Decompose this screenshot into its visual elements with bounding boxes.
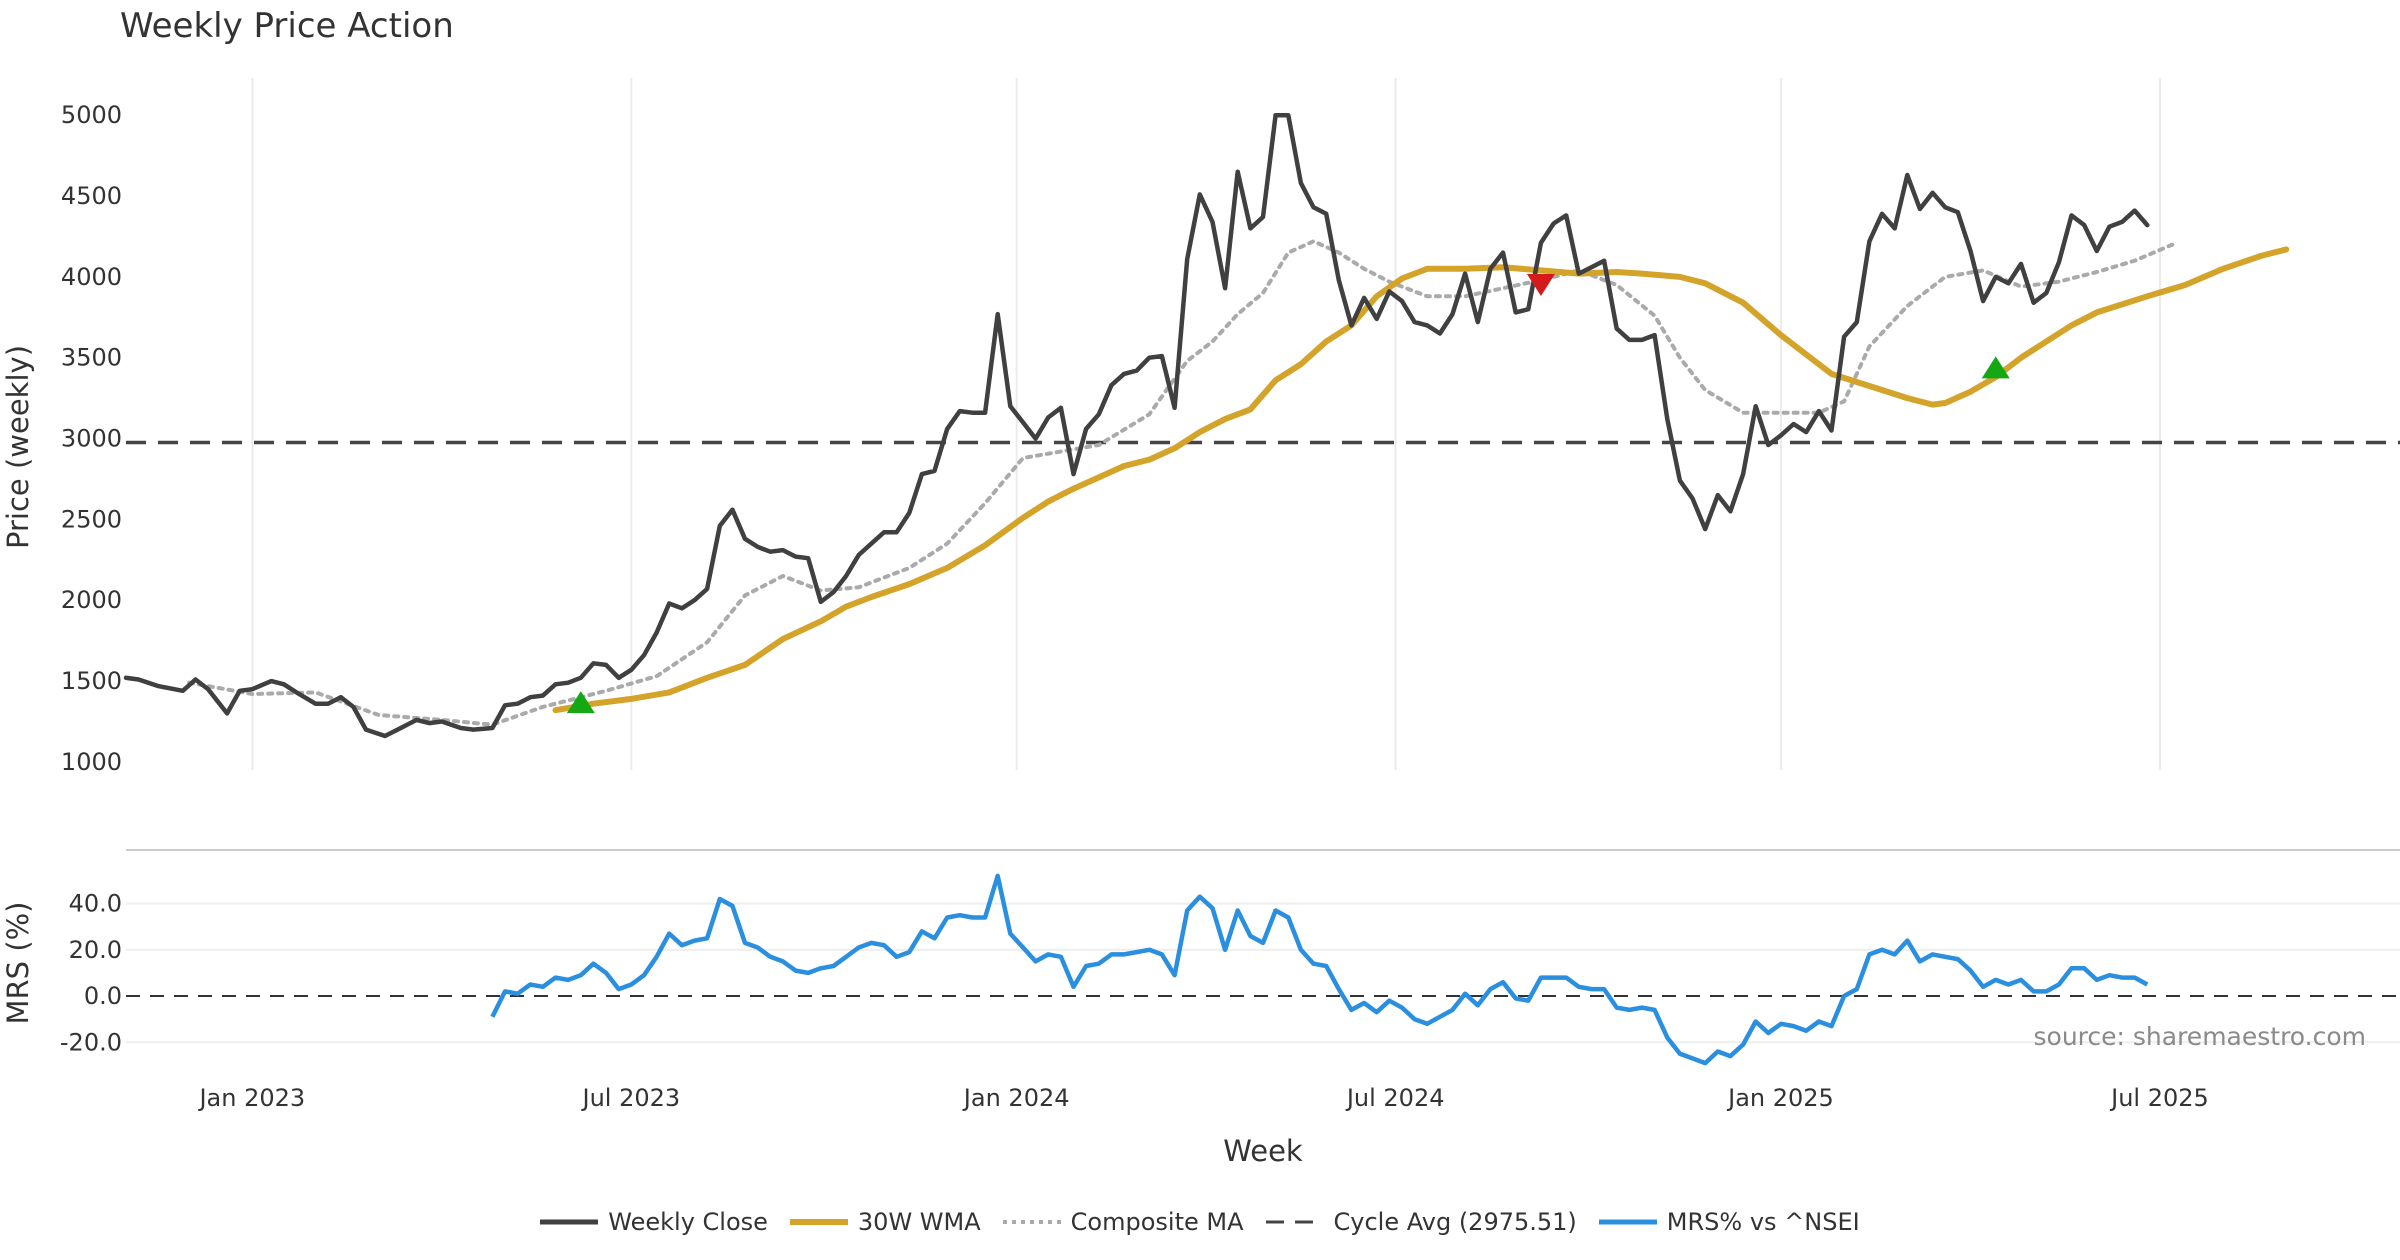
x-tick-label: Jan 2023 [197,1084,305,1112]
x-tick-label: Jan 2025 [1726,1084,1834,1112]
legend-item-mrs: MRS% vs ^NSEI [1598,1208,1860,1236]
price-gridlines [251,78,2161,770]
sell-signal-marker [1526,273,1555,296]
legend: Weekly Close 30W WMA Composite MA Cycle … [0,1208,2400,1236]
price-y-tick-label: 3500 [61,344,122,372]
legend-swatch-cycle-avg [1265,1220,1324,1224]
legend-label-composite-ma: Composite MA [1070,1208,1244,1236]
legend-label-mrs: MRS% vs ^NSEI [1666,1208,1860,1236]
x-axis-ticks: Jan 2023 Jul 2023 Jan 2024 Jul 2024 Jan 2025… [197,1084,2208,1112]
series-layer [123,112,2400,1066]
legend-item-weekly-close: Weekly Close [540,1208,768,1236]
source-note: source: sharemaestro.com [2034,1022,2367,1051]
legend-label-cycle-avg: Cycle Avg (2975.51) [1333,1208,1577,1236]
legend-item-cycle-avg: Cycle Avg (2975.51) [1265,1208,1577,1236]
price-y-axis-label: Price (weekly) [1,345,35,549]
mrs-y-tick-label: 0.0 [84,982,122,1010]
legend-swatch-weekly-close [540,1219,599,1225]
buy-signal-marker [1981,356,2010,379]
price-y-tick-label: 4000 [61,263,122,291]
price-y-tick-label: 3000 [61,425,122,453]
x-tick-label: Jan 2024 [962,1084,1070,1112]
price-y-tick-label: 2500 [61,505,122,533]
mrs-y-tick-label: 20.0 [69,936,122,964]
x-tick-label: Jul 2024 [1345,1084,1445,1112]
legend-label-weekly-close: Weekly Close [608,1208,768,1236]
signal-markers [566,273,2010,714]
x-tick-label: Jul 2023 [580,1084,680,1112]
price-y-tick-label: 5000 [61,101,122,129]
buy-signal-marker [566,691,595,714]
price-y-tick-label: 4500 [61,182,122,210]
x-tick-label: Jul 2025 [2109,1084,2209,1112]
series-line-weekly-close [123,112,2150,739]
series-line-composite-ma [187,239,2175,727]
price-y-tick-label: 1500 [61,667,122,695]
price-y-ticks: 1000 1500 2000 2500 3000 3500 4000 4500 5000 [61,101,122,776]
price-y-tick-label: 2000 [61,586,122,614]
mrs-y-tick-label: -20.0 [60,1028,122,1056]
legend-item-30w-wma: 30W WMA [789,1208,981,1236]
legend-swatch-composite-ma [1002,1220,1061,1224]
legend-label-30w-wma: 30W WMA [857,1208,981,1236]
chart-title: Weekly Price Action [120,6,454,46]
mrs-y-ticks: -20.0 0.0 20.0 40.0 [60,890,122,1057]
series-line-30w-wma [552,246,2290,714]
price-y-tick-label: 1000 [61,748,122,776]
legend-swatch-mrs [1598,1219,1657,1225]
legend-item-composite-ma: Composite MA [1002,1208,1244,1236]
mrs-gridlines [126,902,2400,1044]
x-axis-label: Week [1223,1134,1303,1168]
mrs-y-tick-label: 40.0 [69,890,122,918]
legend-swatch-30w-wma [789,1219,848,1225]
mrs-y-axis-label: MRS (%) [1,902,35,1025]
series-line-mrs [490,873,2149,1066]
